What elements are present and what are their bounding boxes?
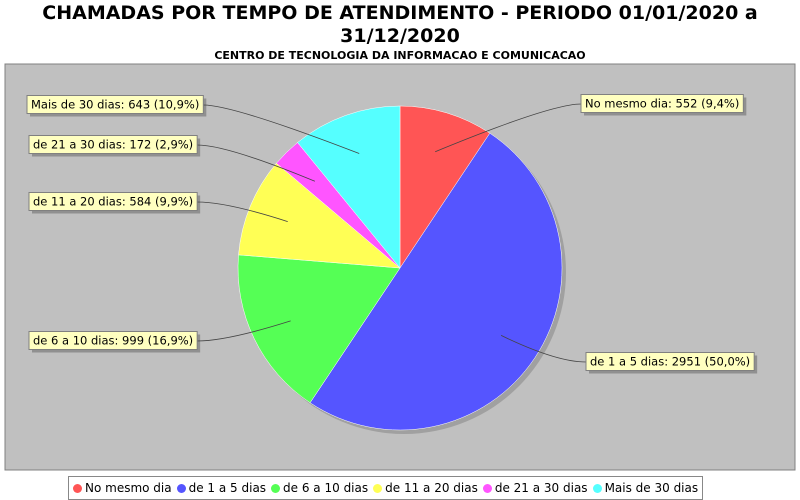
slice-label-text: de 11 a 20 dias: 584 (9,9%) [33, 195, 193, 209]
legend-swatch [482, 483, 492, 493]
legend-item: de 21 a 30 dias [482, 481, 588, 495]
leader-line [197, 201, 288, 222]
slice-label: de 11 a 20 dias: 584 (9,9%) [33, 195, 193, 209]
slice-label: de 1 a 5 dias: 2951 (50,0%) [590, 355, 750, 369]
label-box [28, 331, 198, 350]
legend-swatch [373, 483, 383, 493]
legend-item: de 6 a 10 dias [271, 481, 368, 495]
legend-label: de 21 a 30 dias [494, 481, 588, 495]
legend-swatch [73, 483, 82, 493]
legend-label: No mesmo dia [85, 481, 172, 495]
legend-item: Mais de 30 dias [592, 481, 699, 495]
leader-line [500, 335, 587, 363]
label-box [580, 94, 744, 113]
label-box [28, 135, 198, 154]
slice-label: de 21 a 30 dias: 172 (2,9%) [33, 138, 193, 152]
label-box [585, 352, 755, 371]
leader-line [435, 103, 582, 153]
legend-label: de 1 a 5 dias [188, 481, 267, 495]
legend-item: de 11 a 20 dias [373, 481, 478, 495]
slice-label: de 6 a 10 dias: 999 (16,9%) [33, 334, 193, 348]
pie-slice [237, 254, 401, 404]
slice-label-text: de 1 a 5 dias: 2951 (50,0%) [590, 355, 750, 369]
slice-label-text: No mesmo dia: 552 (9,4%) [585, 97, 739, 111]
leader-line [197, 144, 316, 182]
label-box [28, 192, 198, 211]
slice-label: No mesmo dia: 552 (9,4%) [585, 97, 739, 111]
chart-subtitle: CENTRO DE TECNOLOGIA DA INFORMACAO E COM… [214, 49, 586, 62]
legend-swatch [176, 483, 186, 493]
legend-label: de 6 a 10 dias [283, 481, 369, 495]
slice-label-text: de 21 a 30 dias: 172 (2,9%) [33, 138, 193, 152]
legend-swatch [271, 483, 281, 493]
legend-item: No mesmo dia [73, 481, 172, 495]
pie-slice [399, 105, 491, 269]
pie-slice [297, 105, 401, 269]
legend-swatch [592, 483, 602, 493]
leader-line [197, 320, 291, 342]
pie-slice [238, 162, 401, 269]
legend-label: de 11 a 20 dias [385, 481, 478, 495]
slice-label-text: Mais de 30 dias: 643 (10,9%) [31, 98, 199, 112]
chart-title: CHAMADAS POR TEMPO DE ATENDIMENTO - PERI… [42, 2, 758, 47]
legend-item: de 1 a 5 dias [176, 481, 267, 495]
legend: No mesmo dia de 1 a 5 dias de 6 a 10 dias d… [68, 476, 704, 500]
label-box [26, 95, 204, 114]
legend-label: Mais de 30 dias [604, 481, 699, 495]
leader-line [203, 104, 360, 154]
pie-slice [309, 132, 563, 431]
slice-label-text: de 6 a 10 dias: 999 (16,9%) [33, 334, 193, 348]
slice-label: Mais de 30 dias: 643 (10,9%) [31, 98, 199, 112]
